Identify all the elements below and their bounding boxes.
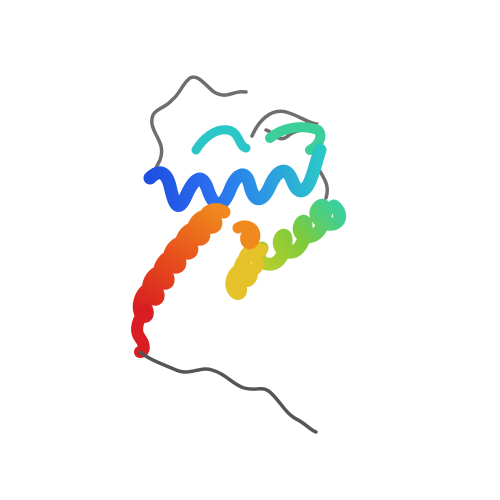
helix-2-green bbox=[252, 198, 347, 271]
cyan-turn bbox=[191, 125, 251, 155]
helix-4-orange-red bbox=[131, 203, 231, 358]
coil-top-loop bbox=[150, 75, 248, 178]
coil-upper-right bbox=[250, 109, 320, 141]
helix-1-blue-cyan bbox=[143, 143, 327, 212]
helix-3-yellow bbox=[225, 220, 268, 300]
coil-c-terminal-tail bbox=[138, 350, 318, 434]
